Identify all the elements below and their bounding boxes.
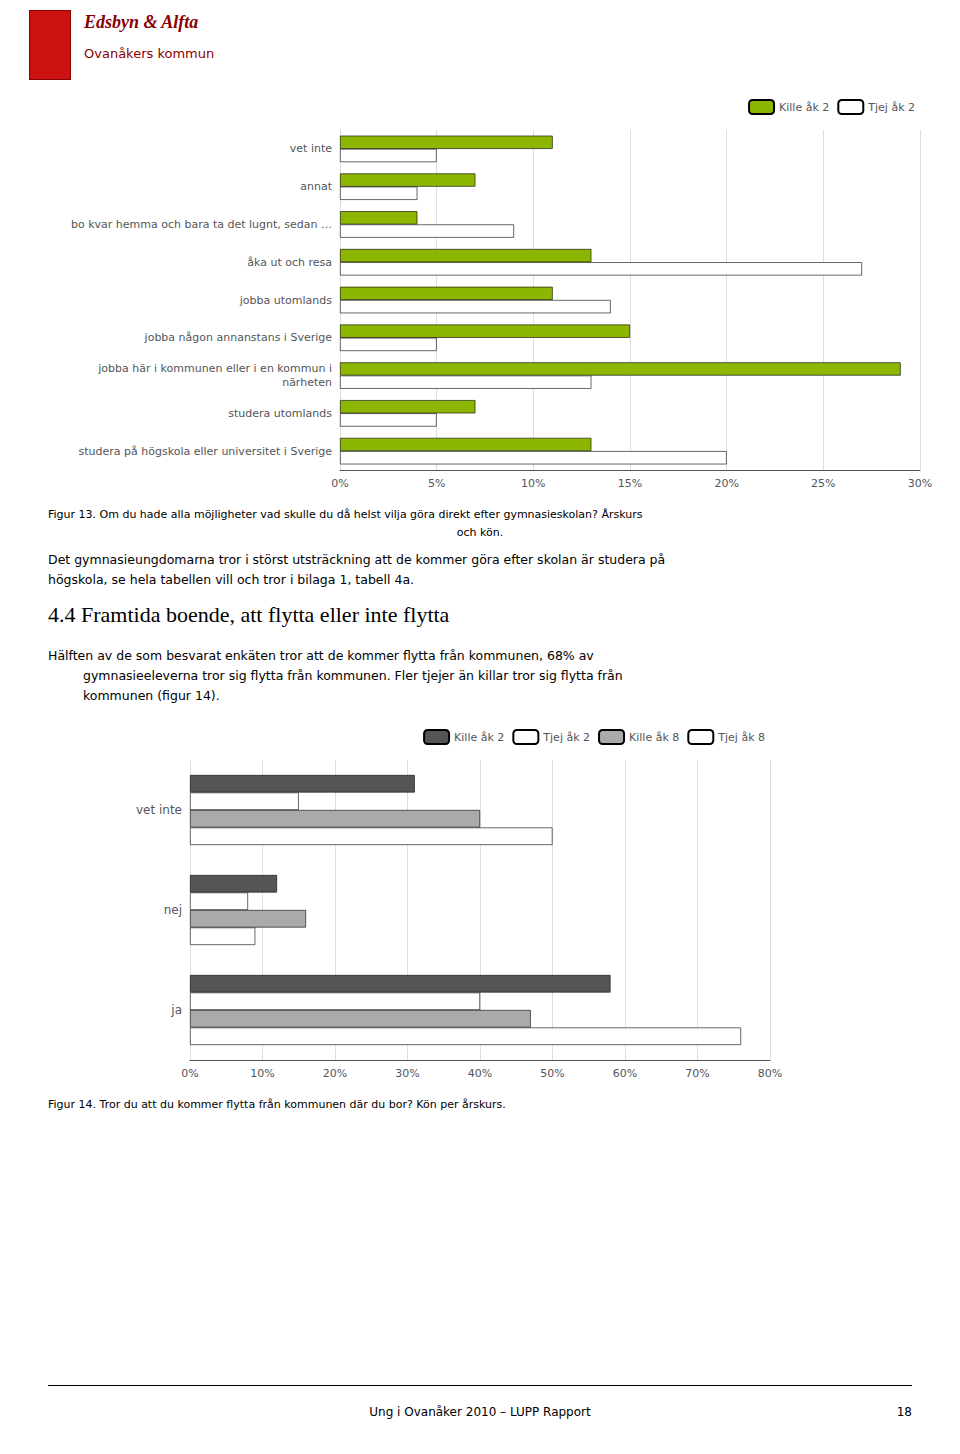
svg-text:30%: 30% <box>395 1067 419 1080</box>
svg-text:studera utomlands: studera utomlands <box>228 407 332 420</box>
svg-text:studera på högskola eller univ: studera på högskola eller universitet i … <box>79 445 333 458</box>
html-text:Det gymnasieungdomarna tror i: Det gymnasieungdomarna tror i störst uts… <box>48 552 666 567</box>
html-text:Ovanåkers kommun: Ovanåkers kommun <box>84 46 215 61</box>
html-text:högskola, se hela tabellen vil: högskola, se hela tabellen vill och tror… <box>48 572 414 587</box>
svg-text:80%: 80% <box>758 1067 782 1080</box>
html-text:18: 18 <box>896 1405 912 1419</box>
svg-text:5%: 5% <box>428 477 445 490</box>
html-text:och kön.: och kön. <box>456 526 504 539</box>
svg-text:20%: 20% <box>714 477 738 490</box>
html-text:4.4 Framtida boende, att flytt: 4.4 Framtida boende, att flytta eller in… <box>48 602 450 627</box>
html-text:Figur 14. Tror du att du komme: Figur 14. Tror du att du kommer flytta f… <box>48 1098 506 1111</box>
svg-text:Kille åk 2: Kille åk 2 <box>779 101 829 114</box>
svg-text:ja: ja <box>170 1003 182 1017</box>
svg-text:åka ut och resa: åka ut och resa <box>247 256 332 269</box>
svg-text:60%: 60% <box>613 1067 637 1080</box>
svg-text:bo kvar hemma och bara ta det: bo kvar hemma och bara ta det lugnt, sed… <box>71 218 332 231</box>
svg-text:Kille åk 8: Kille åk 8 <box>629 731 679 744</box>
svg-text:30%: 30% <box>908 477 932 490</box>
svg-text:jobba här i kommunen eller i e: jobba här i kommunen eller i en kommun i <box>97 362 332 375</box>
html-text:kommunen (figur 14).: kommunen (figur 14). <box>83 688 220 703</box>
html-text:gymnasieeleverna tror sig flyt: gymnasieeleverna tror sig flytta från ko… <box>83 668 623 683</box>
svg-text:närheten: närheten <box>282 376 332 389</box>
svg-text:annat: annat <box>300 180 332 193</box>
svg-text:15%: 15% <box>618 477 642 490</box>
svg-text:0%: 0% <box>181 1067 198 1080</box>
svg-text:40%: 40% <box>468 1067 492 1080</box>
svg-text:0%: 0% <box>331 477 348 490</box>
html-text:Ung i Ovanåker 2010 – LUPP Rap: Ung i Ovanåker 2010 – LUPP Rapport <box>369 1405 591 1419</box>
svg-text:10%: 10% <box>521 477 545 490</box>
svg-text:vet inte: vet inte <box>136 803 182 817</box>
html-text:Hälften av de som besvarat enk: Hälften av de som besvarat enkäten tror … <box>48 648 594 663</box>
svg-text:Tjej åk 2: Tjej åk 2 <box>867 101 915 114</box>
html-text:Edsbyn & Alfta: Edsbyn & Alfta <box>84 12 199 32</box>
svg-text:Tjej åk 8: Tjej åk 8 <box>717 731 765 744</box>
svg-text:70%: 70% <box>685 1067 709 1080</box>
svg-text:nej: nej <box>164 903 182 917</box>
svg-text:Tjej åk 2: Tjej åk 2 <box>542 731 590 744</box>
svg-text:25%: 25% <box>811 477 835 490</box>
svg-text:vet inte: vet inte <box>290 142 332 155</box>
svg-text:Kille åk 2: Kille åk 2 <box>454 731 504 744</box>
svg-text:jobba någon annanstans i Sveri: jobba någon annanstans i Sverige <box>144 331 333 344</box>
svg-text:jobba utomlands: jobba utomlands <box>239 294 332 307</box>
svg-text:20%: 20% <box>323 1067 347 1080</box>
svg-text:50%: 50% <box>540 1067 564 1080</box>
svg-text:10%: 10% <box>250 1067 274 1080</box>
html-text:Figur 13. Om du hade alla möjl: Figur 13. Om du hade alla möjligheter va… <box>48 508 643 521</box>
